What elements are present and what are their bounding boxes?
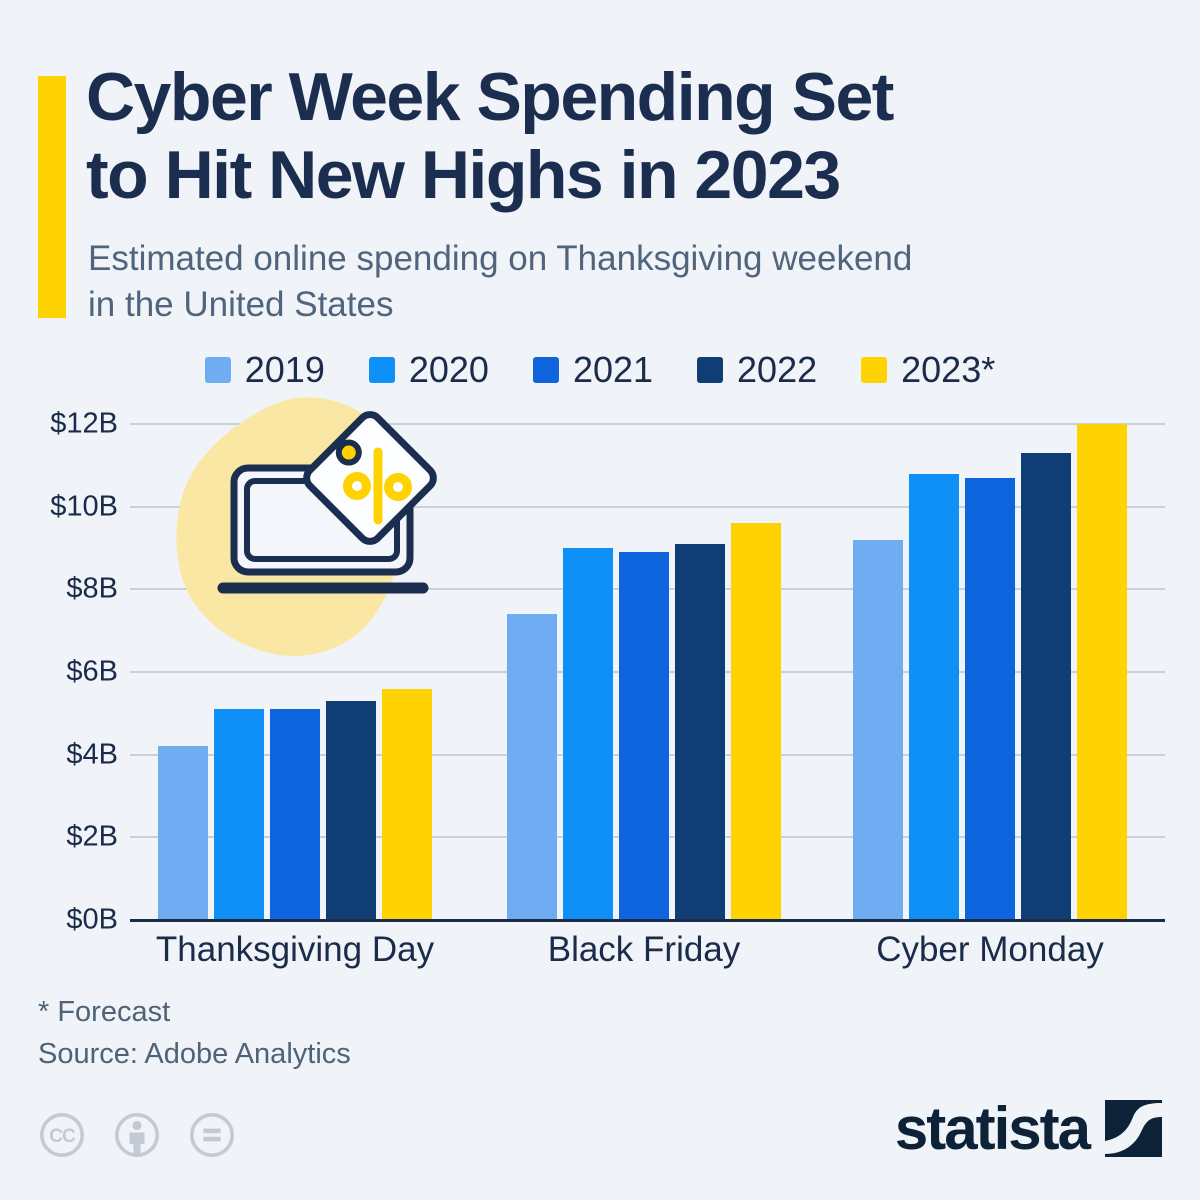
- bar-2021-cyber-monday: [965, 477, 1015, 920]
- percent-icon: [343, 447, 412, 525]
- statista-logo: statista: [894, 1095, 1162, 1162]
- y-axis-tick-label: $12B: [50, 407, 118, 440]
- x-axis-category-label: Cyber Monday: [876, 930, 1104, 969]
- x-axis-category-label: Black Friday: [547, 930, 741, 969]
- source-credit: Source: Adobe Analytics: [38, 1038, 351, 1070]
- bar-2022-cyber-monday: [1021, 452, 1071, 920]
- bar-2021-thanksgiving-day: [270, 709, 320, 920]
- creative-commons-icon: CC: [39, 1112, 85, 1158]
- legend-label: 2021: [572, 349, 654, 390]
- y-axis-tick-label: $6B: [66, 655, 118, 688]
- legend-label: 2023*: [901, 349, 996, 390]
- bar-2023-black-friday: [731, 523, 781, 920]
- statista-logo-mark: [1105, 1100, 1162, 1157]
- legend-label: 2020: [408, 349, 489, 390]
- legend-swatch: [861, 357, 888, 383]
- legend-swatch: [204, 357, 231, 383]
- legend-label: 2019: [244, 349, 325, 390]
- legend-label: 2022: [737, 349, 818, 390]
- bar-group-cyber-monday: Cyber Monday: [853, 424, 1127, 969]
- bar-2023-thanksgiving-day: [382, 688, 432, 920]
- legend-item-2023: 2023*: [861, 349, 995, 391]
- y-axis-tick-label: $0B: [66, 903, 118, 936]
- legend-swatch: [532, 357, 559, 383]
- x-axis-category-label: Thanksgiving Day: [155, 930, 435, 969]
- gridline: [130, 505, 1165, 508]
- y-axis-tick-label: $2B: [66, 820, 118, 853]
- bar-2022-thanksgiving-day: [326, 700, 376, 920]
- legend-item-2020: 2020: [368, 349, 489, 391]
- bar-group-thanksgiving-day: Thanksgiving Day: [156, 688, 434, 969]
- bar-2023-cyber-monday: [1077, 424, 1127, 920]
- bar-2019-thanksgiving-day: [158, 746, 208, 920]
- y-axis: $0B $2B $4B $6B $8B $10B $12B: [0, 408, 118, 936]
- license-icons: CC: [38, 1111, 236, 1159]
- plot-area: Thanksgiving Day Black Friday Cyber Monday: [130, 423, 1165, 969]
- subtitle-line-2: in the United States: [88, 285, 394, 324]
- page-subtitle: Estimated online spending on Thanksgivin…: [88, 236, 912, 328]
- bar-2022-black-friday: [675, 543, 725, 920]
- attribution-person-icon: [114, 1112, 160, 1158]
- statista-wordmark: statista: [894, 1095, 1091, 1162]
- gridline: [130, 423, 1165, 425]
- laptop-price-tag-illustration: [176, 397, 437, 656]
- title-line-2: to Hit New Highs in 2023: [86, 137, 841, 213]
- legend-item-2022: 2022: [697, 349, 817, 391]
- bar-2020-black-friday: [563, 548, 613, 920]
- equals-no-derivatives-icon: [189, 1112, 235, 1158]
- legend-swatch: [697, 357, 724, 383]
- bar-2020-cyber-monday: [909, 473, 959, 920]
- forecast-footnote: * Forecast: [38, 996, 171, 1028]
- bar-group-black-friday: Black Friday: [507, 523, 781, 969]
- legend-swatch: [368, 357, 395, 383]
- legend-item-2019: 2019: [204, 349, 325, 391]
- bar-2019-black-friday: [507, 614, 557, 920]
- title-accent-bar: [38, 76, 66, 318]
- y-axis-tick-label: $8B: [66, 572, 118, 605]
- legend-item-2021: 2021: [532, 349, 654, 391]
- title-line-1: Cyber Week Spending Set: [86, 59, 894, 135]
- cc-letters: CC: [49, 1126, 76, 1147]
- bar-2019-cyber-monday: [853, 539, 903, 920]
- subtitle-line-1: Estimated online spending on Thanksgivin…: [88, 239, 913, 278]
- y-axis-tick-label: $4B: [66, 738, 118, 771]
- x-axis-line: [130, 919, 1165, 922]
- chart-legend: 2019 2020 2021 2022 2023*: [0, 349, 1200, 391]
- price-tag-icon: [303, 411, 437, 545]
- y-axis-tick-label: $10B: [50, 490, 118, 523]
- bar-2020-thanksgiving-day: [214, 709, 264, 920]
- page-title: Cyber Week Spending Set to Hit New Highs …: [86, 58, 894, 214]
- bar-2021-black-friday: [619, 552, 669, 920]
